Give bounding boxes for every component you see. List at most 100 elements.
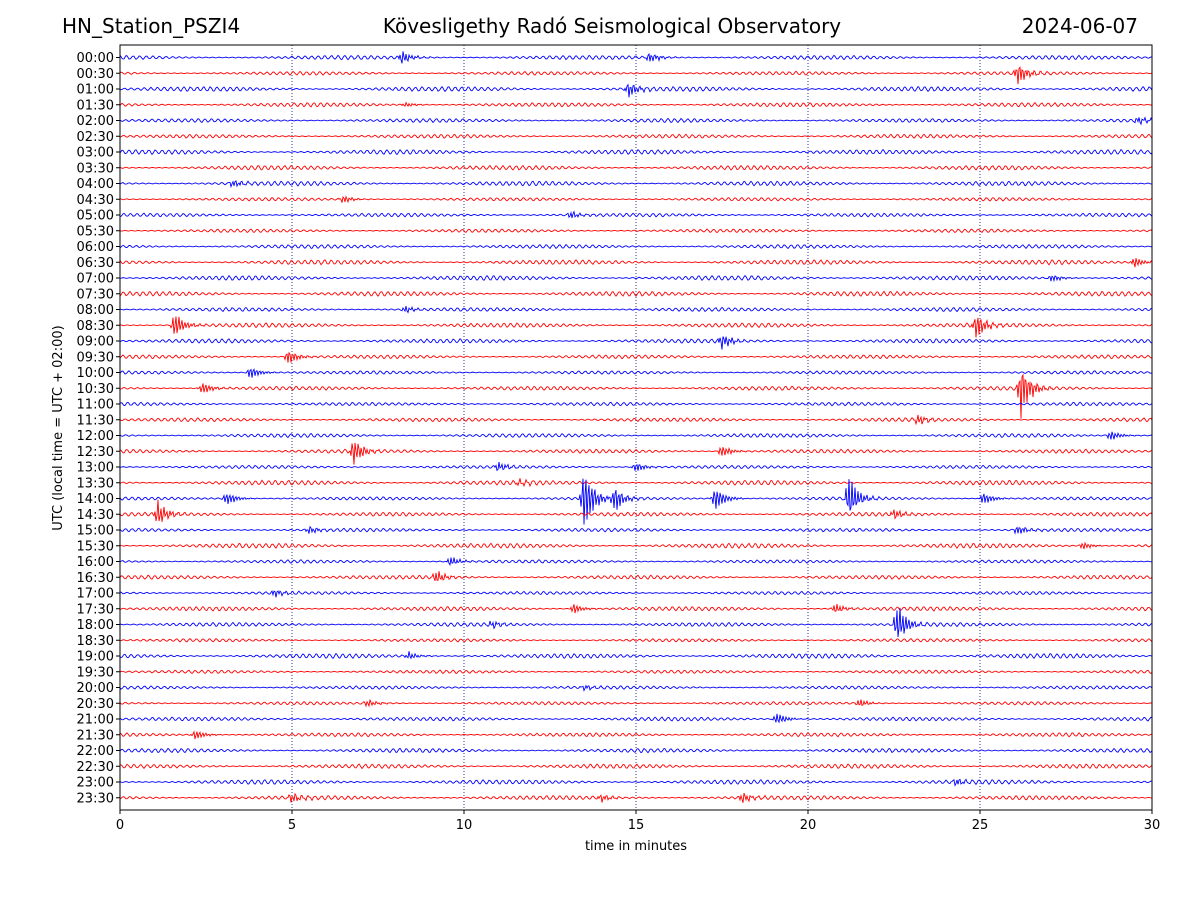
y-tick-label: 16:00 [77,555,114,570]
x-tick-label: 30 [1144,818,1161,833]
y-tick-label: 12:00 [77,429,114,444]
y-tick-label: 15:30 [77,539,114,554]
trace-0800 [119,305,1153,314]
trace-0930 [119,351,1153,363]
y-tick-label: 08:00 [77,303,114,318]
station-label: HN_Station_PSZI4 [62,14,241,38]
y-tick-label: 11:00 [77,398,114,413]
y-axis-label: UTC (local time = UTC + 02:00) [51,325,66,530]
trace-2200 [119,747,1153,754]
y-tick-label: 03:00 [77,146,114,161]
trace-1700 [119,590,1153,598]
trace-1030 [119,373,1153,419]
trace-2030 [119,699,1153,708]
trace-0330 [119,164,1153,171]
trace-0830 [119,316,1153,338]
trace-2100 [119,713,1153,724]
y-tick-label: 13:30 [77,476,114,491]
y-tick-label: 13:00 [77,461,114,476]
trace-1800 [119,607,1153,638]
y-tick-label: 18:00 [77,618,114,633]
trace-0530 [119,228,1153,234]
y-tick-label: 09:00 [77,335,114,350]
trace-2000 [119,684,1153,692]
y-tick-label: 14:00 [77,492,114,507]
y-tick-label: 22:00 [77,744,114,759]
trace-1500 [119,525,1153,535]
trace-0900 [119,336,1153,350]
trace-0430 [119,195,1153,204]
trace-2130 [119,730,1153,740]
y-tick-label: 00:30 [77,67,114,82]
y-tick-label: 02:00 [77,114,114,129]
y-tick-label: 08:30 [77,319,114,334]
trace-0200 [119,116,1153,126]
chart-title: Kövesligethy Radó Seismological Observat… [382,14,842,38]
x-tick-label: 0 [116,818,124,833]
trace-layer [119,51,1153,803]
grid-layer [291,45,981,810]
trace-1400 [119,478,1153,525]
y-tick-label: 20:00 [77,681,114,696]
y-tick-label: 10:00 [77,366,114,381]
trace-1730 [119,604,1153,614]
x-axis-label: time in minutes [585,839,687,854]
trace-0000 [119,51,1153,64]
y-tick-label: 11:30 [77,413,114,428]
y-tick-label: 21:00 [77,713,114,728]
trace-1600 [119,557,1153,566]
trace-1530 [119,541,1153,550]
trace-2300 [119,778,1153,787]
y-tick-label: 05:30 [77,224,114,239]
trace-0700 [119,274,1153,283]
y-tick-label: 17:30 [77,602,114,617]
y-tick-label: 16:30 [77,571,114,586]
x-tick-label: 5 [288,818,296,833]
trace-2330 [119,792,1153,803]
y-tick-label: 04:30 [77,193,114,208]
x-tick-label: 25 [972,818,989,833]
y-tick-label: 18:30 [77,634,114,649]
trace-0030 [119,66,1153,85]
y-tick-label: 05:00 [77,209,114,224]
date-label: 2024-06-07 [1021,14,1138,38]
trace-0500 [119,210,1153,219]
trace-0230 [119,133,1153,139]
trace-0100 [119,83,1153,98]
y-tick-label: 17:00 [77,587,114,602]
y-tick-label: 00:00 [77,51,114,66]
y-tick-label: 21:30 [77,728,114,743]
trace-1130 [119,414,1153,426]
trace-0130 [119,101,1153,108]
trace-1330 [119,478,1153,488]
trace-2230 [119,763,1153,770]
trace-0400 [119,180,1153,189]
x-tick-label: 20 [800,818,817,833]
trace-0600 [119,243,1153,250]
trace-1000 [119,368,1153,378]
y-tick-label: 19:00 [77,650,114,665]
y-tick-layer: 00:0000:3001:0001:3002:0002:3003:0003:30… [77,51,120,806]
trace-1630 [119,571,1153,581]
x-tick-layer: 0 5 10 15 20 25 30 [116,810,1160,833]
trace-1900 [119,651,1153,660]
x-tick-label: 10 [456,818,473,833]
y-tick-label: 22:30 [77,760,114,775]
y-tick-label: 19:30 [77,665,114,680]
trace-0630 [119,258,1153,268]
trace-0300 [119,148,1153,156]
trace-1930 [119,669,1153,675]
y-tick-label: 01:30 [77,98,114,113]
y-tick-label: 03:30 [77,161,114,176]
y-tick-label: 04:00 [77,177,114,192]
y-tick-label: 20:30 [77,697,114,712]
y-tick-label: 07:00 [77,272,114,287]
y-tick-label: 09:30 [77,350,114,365]
trace-1100 [119,401,1153,407]
y-tick-label: 06:30 [77,256,114,271]
y-tick-label: 15:00 [77,524,114,539]
y-tick-label: 07:30 [77,287,114,302]
y-tick-label: 02:30 [77,130,114,145]
